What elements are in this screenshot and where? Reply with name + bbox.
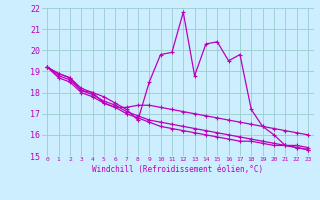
X-axis label: Windchill (Refroidissement éolien,°C): Windchill (Refroidissement éolien,°C) [92, 165, 263, 174]
